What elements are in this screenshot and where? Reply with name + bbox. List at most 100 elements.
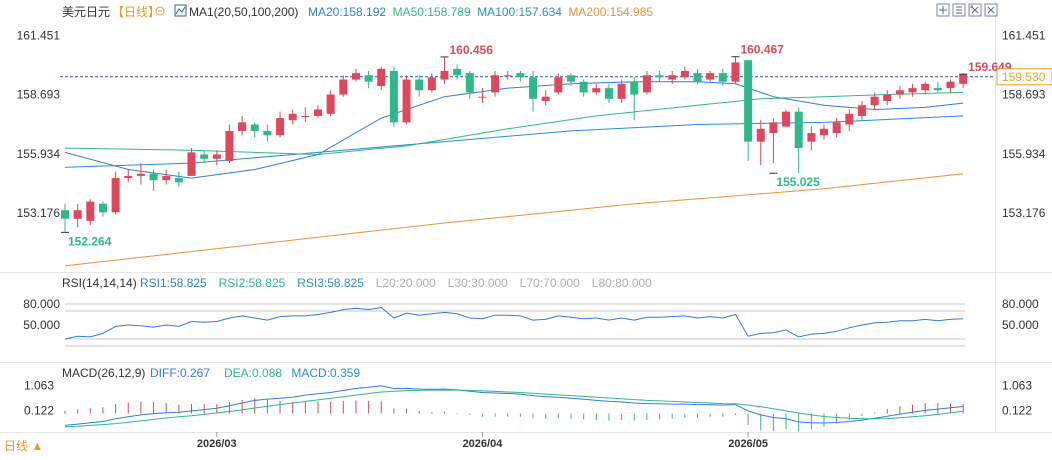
candle-body — [149, 173, 158, 181]
candle-body — [744, 60, 753, 142]
candle-body — [946, 81, 955, 89]
macd-tick-left: 0.122 — [24, 403, 54, 417]
ma-legend-item: MA20:158.192 — [308, 5, 386, 19]
candle-body — [655, 75, 664, 78]
macd-legend-item: DIFF:0.267 — [150, 366, 210, 380]
price-tick-left: 155.934 — [17, 147, 61, 161]
rsi-header: RSI(14,14,14) RSI1:58.825 RSI2:58.825 RSI3… — [62, 276, 652, 290]
price-tick-right: 153.176 — [1002, 206, 1046, 220]
candle-body — [351, 73, 360, 80]
candle-body — [933, 88, 942, 91]
candle-body — [731, 62, 740, 82]
time-label: 2026/05 — [728, 438, 768, 450]
rsi-legend-item: RSI3:58.825 — [297, 276, 364, 290]
candle-body — [124, 175, 133, 179]
rsi-legend-item: L70:70.000 — [520, 276, 580, 290]
candle-body — [807, 133, 816, 142]
expand-icon[interactable] — [936, 3, 950, 17]
macd-header: MACD(26,12,9) DIFF:0.267 DEA:0.088 MACD:0.… — [62, 366, 360, 380]
candle-body — [794, 111, 803, 149]
rsi-tick-left: 80.000 — [23, 297, 60, 311]
period-selector[interactable]: 【日线】 — [112, 5, 160, 19]
candle-body — [478, 96, 487, 98]
candle-body — [61, 210, 69, 219]
candle-body — [718, 73, 727, 82]
price-axis: 161.451 161.451 158.693 158.693 155.934 155.9… — [17, 29, 1052, 220]
price-tick-right: 161.451 — [1002, 29, 1046, 43]
candle-body — [820, 128, 828, 136]
layout-icon[interactable] — [952, 3, 966, 17]
candle-body — [883, 94, 892, 101]
ma-label: MA1(20,50,100,200) — [189, 5, 298, 19]
macd-tick-right: 1.063 — [1002, 379, 1032, 393]
candle-body — [187, 152, 196, 176]
candle-body — [908, 88, 917, 93]
candle-body — [579, 81, 588, 93]
candle-body — [845, 113, 854, 125]
candle-body — [174, 178, 183, 183]
candle-body — [592, 88, 601, 93]
candle-body — [642, 75, 651, 93]
price-tick-right: 158.693 — [1002, 88, 1046, 102]
candle-body — [314, 109, 322, 116]
candle-body — [162, 175, 171, 181]
candle-body — [529, 77, 538, 99]
ma100-line — [64, 115, 964, 168]
close-icon[interactable] — [984, 3, 998, 17]
rsi-legend-item: RSI1:58.825 — [140, 276, 207, 290]
time-label: 2026/03 — [197, 438, 237, 450]
rsi-legend-item: L80:80.000 — [592, 276, 652, 290]
candle-body — [870, 96, 879, 106]
pair-name: 美元日元 — [62, 5, 110, 19]
toolbar — [936, 3, 998, 17]
candle-body — [288, 113, 297, 121]
minus-circle-icon[interactable] — [155, 6, 165, 16]
ma-legend-item: MA100:157.634 — [477, 5, 562, 19]
ma-lines — [64, 81, 964, 267]
rsi-line — [64, 306, 964, 340]
candle-body — [326, 94, 335, 114]
candle-body — [136, 173, 145, 176]
time-label: 2026/04 — [463, 438, 504, 450]
candle-body — [402, 79, 411, 123]
rsi-panel: 80.000 80.000 50.000 50.000 — [23, 297, 1039, 347]
macd-tick-right: 0.122 — [1002, 403, 1032, 417]
candle-body — [680, 70, 689, 78]
candle-body — [389, 70, 398, 123]
candle-body — [693, 73, 702, 82]
candle-body — [225, 130, 234, 161]
candle-body — [212, 154, 221, 159]
candle-body — [756, 128, 765, 142]
candle-body — [377, 68, 386, 86]
candle-body — [668, 75, 677, 80]
fullscreen-icon[interactable] — [968, 3, 982, 17]
footer-period-toggle[interactable]: 日线 ▲ — [4, 439, 43, 453]
candle-body — [541, 96, 550, 101]
ma-legend-item: MA50:158.789 — [393, 5, 471, 19]
ma50-line — [64, 91, 964, 156]
macd-legend: DIFF:0.267 DEA:0.088 MACD:0.359 — [150, 366, 360, 380]
candle-body — [769, 122, 778, 134]
macd-legend-item: DEA:0.088 — [224, 366, 282, 380]
candle-body — [857, 105, 866, 116]
price-tick-right: 155.934 — [1002, 147, 1046, 161]
time-axis: 2026/03 2026/04 2026/05 — [197, 432, 768, 450]
annotation-high: 160.467 — [740, 43, 784, 57]
candle-body — [440, 70, 449, 80]
candle-body — [427, 77, 436, 91]
ma-legend-item: MA200:154.985 — [568, 5, 653, 19]
macd-label: MACD(26,12,9) — [62, 366, 145, 380]
candle-body — [263, 130, 272, 136]
ma-legend: MA20:158.192 MA50:158.789 MA100:157.634 MA2… — [308, 5, 653, 19]
macd-diff-line — [64, 385, 964, 426]
current-price-label: 159.530 — [1002, 70, 1046, 84]
candle-body — [200, 154, 209, 159]
indicator-toggle-icon[interactable] — [174, 4, 187, 17]
candle-body — [617, 83, 626, 99]
candle-body — [567, 75, 575, 82]
price-tick-left: 153.176 — [17, 206, 61, 220]
candle-body — [516, 73, 525, 78]
rsi-legend: RSI1:58.825 RSI2:58.825 RSI3:58.825 L20:20.… — [140, 276, 652, 290]
candle-body — [706, 73, 715, 80]
